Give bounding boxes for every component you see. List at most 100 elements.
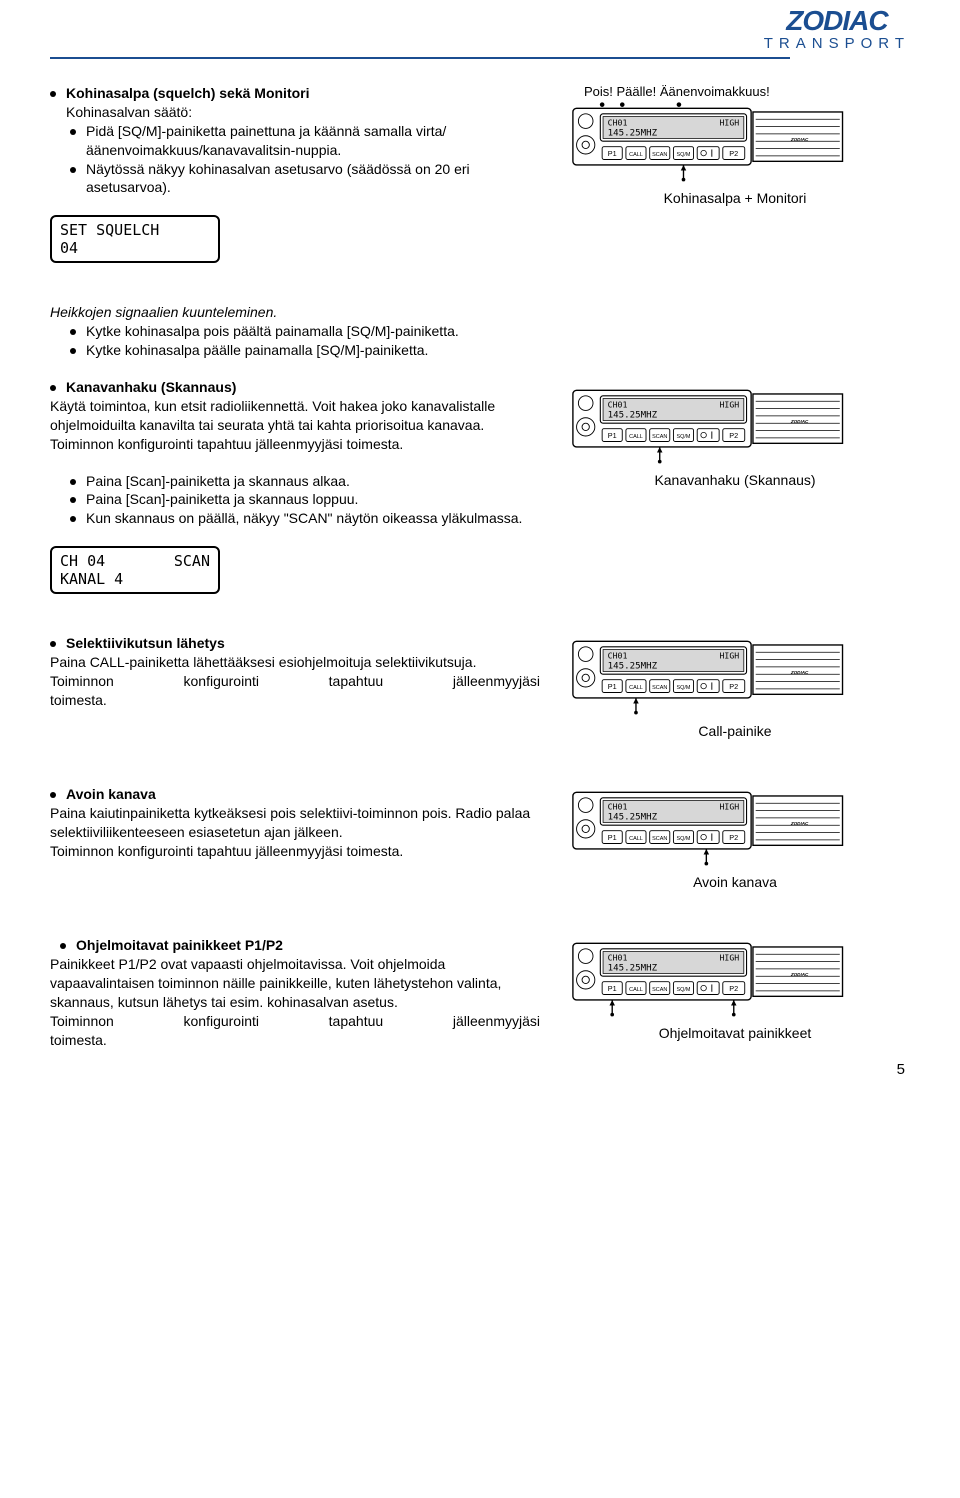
s2-title: Heikkojen signaalien kuunteleminen. — [50, 303, 540, 322]
s6-w3: tapahtuu — [329, 1012, 384, 1031]
svg-text:ZODIAC: ZODIAC — [790, 821, 809, 826]
svg-text:CALL: CALL — [629, 685, 643, 691]
svg-text:P2: P2 — [729, 833, 738, 842]
lcd-scan-l1l: CH 04 — [60, 552, 105, 570]
s2-b1: Kytke kohinasalpa pois päältä painamalla… — [86, 322, 459, 341]
s6-w1: Toiminnon — [50, 1012, 114, 1031]
fig-call: ZODIAC CH01 HIGH 145.25MHZ P1 CALL SCAN … — [560, 634, 910, 739]
s5-body: Paina kaiutinpainiketta kytkeäksesi pois… — [50, 804, 540, 861]
svg-text:P1: P1 — [608, 682, 617, 691]
s2-b2: Kytke kohinasalpa päälle painamalla [SQ/… — [86, 341, 428, 360]
s4-w3: tapahtuu — [329, 672, 384, 691]
s5-title: Avoin kanava — [66, 785, 156, 804]
lcd-scan-l1r: SCAN — [174, 552, 210, 570]
svg-text:P2: P2 — [729, 431, 738, 440]
lcd-squelch-l2: 04 — [60, 239, 210, 257]
svg-text:SCAN: SCAN — [652, 836, 667, 842]
fig-ohjelm: ZODIAC CH01 HIGH 145.25MHZ P1 CALL SCAN … — [560, 936, 910, 1041]
radio-device-icon: ZODIAC CH01 HIGH 145.25MHZ P1 CALL SCAN … — [560, 936, 860, 1021]
svg-text:P2: P2 — [729, 149, 738, 158]
s4-w1: Toiminnon — [50, 672, 114, 691]
svg-text:ZODIAC: ZODIAC — [790, 137, 809, 142]
fig-label-kohinasalpa: Kohinasalpa + Monitori — [560, 190, 910, 206]
svg-text:CALL: CALL — [629, 836, 643, 842]
svg-text:ZODIAC: ZODIAC — [790, 972, 809, 977]
svg-text:HIGH: HIGH — [719, 802, 739, 812]
header-rule — [50, 57, 790, 59]
svg-text:CALL: CALL — [629, 434, 643, 440]
lcd-scan-l2: KANAL 4 — [60, 570, 210, 588]
svg-text:SQ/M: SQ/M — [677, 152, 691, 158]
fig-label-ohjelm: Ohjelmoitavat painikkeet — [560, 1025, 910, 1041]
fig-label-call: Call-painike — [560, 723, 910, 739]
svg-text:P2: P2 — [729, 682, 738, 691]
svg-text:P1: P1 — [608, 149, 617, 158]
svg-text:P1: P1 — [608, 833, 617, 842]
svg-text:CH01: CH01 — [608, 802, 628, 812]
lcd-squelch: SET SQUELCH 04 — [50, 215, 220, 263]
svg-text:CH01: CH01 — [608, 651, 628, 661]
svg-text:SCAN: SCAN — [652, 152, 667, 158]
s4-body1: Paina CALL-painiketta lähettääksesi esio… — [50, 653, 540, 672]
s1-b2: Näytössä näkyy kohinasalvan asetusarvo (… — [86, 160, 540, 198]
radio-device-icon: ZODIAC CH01 HIGH 145.25MHZ P1 CALL SCAN … — [560, 785, 860, 870]
s4-w2: konfigurointi — [184, 672, 260, 691]
radio-device-icon: ZODIAC CH01 HIGH 145.25MHZ P1 CALL SCAN … — [560, 634, 860, 719]
svg-text:SQ/M: SQ/M — [677, 434, 691, 440]
svg-text:ZODIAC: ZODIAC — [790, 670, 809, 675]
fig-label-skannaus: Kanavanhaku (Skannaus) — [560, 472, 910, 488]
logo-main: ZODIAC — [764, 8, 910, 33]
s4-w4: jälleenmyyjäsi — [453, 672, 540, 691]
svg-text:HIGH: HIGH — [719, 953, 739, 963]
svg-text:145.25MHZ: 145.25MHZ — [608, 964, 658, 974]
svg-text:145.25MHZ: 145.25MHZ — [608, 813, 658, 823]
svg-text:CH01: CH01 — [608, 953, 628, 963]
svg-text:P2: P2 — [729, 984, 738, 993]
svg-text:HIGH: HIGH — [719, 400, 739, 410]
radio-device-icon: ZODIAC CH01 HIGH 145.25MHZ P1 CALL SCAN … — [560, 101, 860, 186]
svg-text:CH01: CH01 — [608, 118, 628, 128]
fig-kohinasalpa: Pois! Päälle! Äänenvoimakkuus! ZODIAC CH… — [560, 84, 910, 206]
svg-text:SCAN: SCAN — [652, 987, 667, 993]
svg-text:HIGH: HIGH — [719, 651, 739, 661]
fig-skannaus: ZODIAC CH01 HIGH 145.25MHZ P1 CALL SCAN … — [560, 383, 910, 488]
s1-title: Kohinasalpa (squelch) sekä Monitori — [66, 85, 310, 101]
svg-text:SQ/M: SQ/M — [677, 987, 691, 993]
s6-body3: toimesta. — [50, 1031, 540, 1050]
svg-text:145.25MHZ: 145.25MHZ — [608, 129, 658, 139]
lcd-squelch-l1: SET SQUELCH — [60, 221, 210, 239]
s3-body: Käytä toimintoa, kun etsit radioliikenne… — [50, 397, 540, 454]
svg-text:P1: P1 — [608, 984, 617, 993]
s4-body3: toimesta. — [50, 691, 540, 710]
s3-title: Kanavanhaku (Skannaus) — [66, 378, 236, 397]
s6-title: Ohjelmoitavat painikkeet P1/P2 — [76, 936, 283, 955]
svg-text:SCAN: SCAN — [652, 685, 667, 691]
radio-device-icon: ZODIAC CH01 HIGH 145.25MHZ P1 CALL SCAN … — [560, 383, 860, 468]
svg-text:P1: P1 — [608, 431, 617, 440]
page-number: 5 — [897, 1061, 905, 1078]
lcd-scan: CH 04 SCAN KANAL 4 — [50, 546, 220, 594]
svg-text:SQ/M: SQ/M — [677, 836, 691, 842]
s3-b3: Kun skannaus on päällä, näkyy "SCAN" näy… — [86, 509, 522, 528]
s6-body: Painikkeet P1/P2 ovat vapaasti ohjelmoit… — [50, 955, 540, 1012]
svg-text:SQ/M: SQ/M — [677, 685, 691, 691]
fig-label-avoin: Avoin kanava — [560, 874, 910, 890]
fig-avoin: ZODIAC CH01 HIGH 145.25MHZ P1 CALL SCAN … — [560, 785, 910, 890]
s3-b2: Paina [Scan]-painiketta ja skannaus lopp… — [86, 490, 358, 509]
s1-b1: Pidä [SQ/M]-painiketta painettuna ja kää… — [86, 122, 540, 160]
svg-text:CH01: CH01 — [608, 400, 628, 410]
s3-b1: Paina [Scan]-painiketta ja skannaus alka… — [86, 472, 350, 491]
svg-text:145.25MHZ: 145.25MHZ — [608, 662, 658, 672]
s6-w4: jälleenmyyjäsi — [453, 1012, 540, 1031]
s4-title: Selektiivikutsun lähetys — [66, 634, 225, 653]
svg-text:HIGH: HIGH — [719, 118, 739, 128]
svg-text:CALL: CALL — [629, 152, 643, 158]
s1-sub: Kohinasalvan säätö: — [66, 104, 192, 120]
logo: ZODIAC TRANSPORT — [764, 8, 910, 52]
svg-text:ZODIAC: ZODIAC — [790, 420, 809, 425]
logo-sub: TRANSPORT — [764, 35, 910, 52]
svg-text:SCAN: SCAN — [652, 434, 667, 440]
svg-text:CALL: CALL — [629, 987, 643, 993]
svg-text:145.25MHZ: 145.25MHZ — [608, 411, 658, 421]
s6-w2: konfigurointi — [184, 1012, 260, 1031]
